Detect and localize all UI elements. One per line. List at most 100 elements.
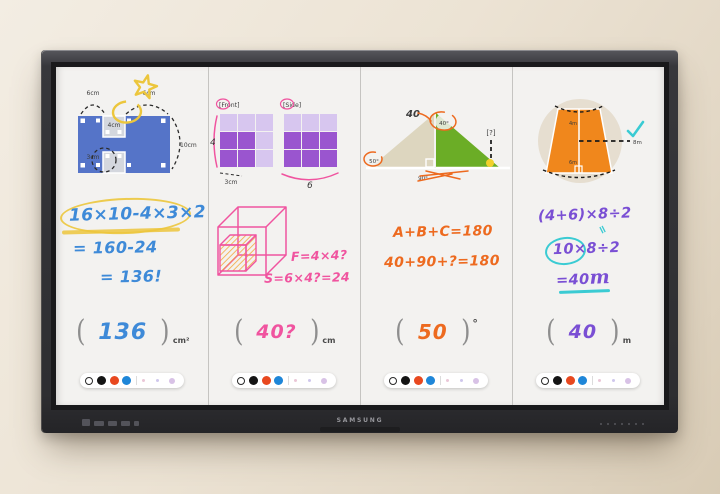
dashed-dimension-arcs (80, 104, 181, 173)
eraser-color-dot[interactable] (541, 376, 549, 385)
lavender-color-dot[interactable] (307, 379, 311, 382)
open-paren: ( (75, 314, 86, 349)
panel-divider (512, 67, 513, 405)
dim-label: 3cm (225, 179, 238, 186)
dim-label: 3cm (87, 154, 100, 161)
open-paren: ( (233, 314, 244, 349)
lavender-color-dot[interactable] (459, 379, 463, 382)
pink-color-dot[interactable] (597, 379, 601, 382)
red-color-dot[interactable] (565, 376, 575, 385)
cube-sketch (217, 206, 287, 276)
dim-label: 4m (569, 121, 577, 127)
port-icon (108, 421, 117, 426)
orange-doodles (363, 111, 469, 182)
pen-color-toolbar (80, 373, 184, 388)
answer-value: 50 (417, 320, 448, 344)
black-color-dot[interactable] (553, 376, 562, 385)
pink-color-dot[interactable] (293, 379, 297, 382)
pink-color-dot[interactable] (445, 379, 449, 382)
left-angle-label: 50° (369, 159, 379, 165)
eraser-color-dot[interactable] (389, 376, 397, 385)
panel-divider (208, 67, 209, 405)
height-unknown-label: [?] (486, 129, 495, 137)
answer-slot[interactable]: ( 40? ) cm (208, 313, 360, 351)
inner-hatched-cube (219, 234, 257, 272)
side-grid (284, 114, 337, 167)
yellow-dot (486, 159, 494, 167)
bezel-button[interactable] (627, 422, 630, 425)
bezel-button[interactable] (599, 422, 602, 425)
panel-angle-problem: 40° 50° 90° 40 [?] A+B+C=180 (360, 67, 512, 405)
close-paren: ) (160, 314, 170, 349)
pink-color-dot[interactable] (141, 379, 145, 382)
trapezoid-figure: 4m 6m 8m (538, 99, 645, 183)
red-color-dot[interactable] (413, 376, 423, 385)
open-paren: ( (546, 314, 556, 349)
handwritten-work-line: = 160-24 (72, 237, 158, 258)
purple-color-dot[interactable] (320, 377, 327, 384)
red-color-dot[interactable] (261, 376, 271, 385)
answer-value: 136 (98, 319, 148, 345)
answer-slot[interactable]: ( 40 ) m (512, 313, 664, 351)
grid-figure: [Front] [Side] (210, 98, 339, 191)
base-angle-label: 90° (418, 176, 428, 182)
answer-unit: ° (472, 317, 478, 330)
dim-label: 6cm (87, 90, 100, 97)
panel-divider (360, 67, 361, 405)
answer-slot[interactable]: ( 136 ) cm² (56, 313, 208, 351)
bezel-button[interactable] (620, 422, 623, 425)
dim-label: 8m (633, 140, 642, 146)
bezel-button[interactable] (606, 422, 609, 425)
handwritten-work-line: 40+90+?=180 (383, 252, 501, 272)
panel-trapezoid-problem: 4m 6m 8m (4+6)×8÷2 = 10×8÷2 =40m ( 40 ) … (512, 67, 664, 405)
black-color-dot[interactable] (249, 376, 258, 385)
dashed-arcs (542, 105, 630, 179)
close-paren: ) (610, 314, 620, 349)
lavender-color-dot[interactable] (611, 379, 615, 382)
blue-color-dot[interactable] (122, 376, 131, 385)
handwritten-angle-note: 40 (405, 109, 420, 120)
dim-label: 10cm (180, 142, 197, 149)
answer-slot[interactable]: ( 50 ) ° (360, 313, 512, 351)
black-color-dot[interactable] (401, 376, 410, 385)
cyan-underline-doodle (558, 289, 611, 294)
handwritten-work-line: A+B+C=180 (392, 223, 493, 241)
left-label-bg (367, 153, 381, 167)
result-text: =40 (555, 271, 590, 289)
triangle-figure: 40° 50° 90° 40 [?] (363, 109, 510, 182)
blue-color-dot[interactable] (578, 376, 587, 385)
panel-area-problem: 6cm 6cm 4cm 10cm 3cm 16×10-4×3×2 = 160-2… (56, 67, 208, 405)
blue-color-dot[interactable] (274, 376, 283, 385)
bezel-button[interactable] (641, 422, 644, 425)
port-icon (134, 421, 139, 426)
port-icons (82, 419, 139, 426)
dim-label: 4 (210, 138, 216, 148)
red-color-dot[interactable] (109, 376, 119, 385)
toolbar-divider (287, 376, 289, 385)
apex-angle-label: 40° (439, 121, 449, 127)
dim-label: 6m (569, 160, 577, 166)
corner-markers (80, 118, 166, 168)
blue-color-dot[interactable] (426, 376, 435, 385)
lavender-color-dot[interactable] (155, 379, 159, 382)
purple-color-dot[interactable] (168, 377, 175, 384)
eraser-color-dot[interactable] (85, 376, 93, 385)
pink-dimension-curves (213, 115, 339, 181)
bezel-button[interactable] (634, 422, 637, 425)
handwritten-work-line: =40m (556, 266, 611, 290)
dim-arrow (219, 172, 243, 177)
toolbar-divider (591, 376, 593, 385)
dim-label: 4cm (108, 122, 121, 129)
purple-color-dot[interactable] (472, 377, 479, 384)
bezel-button[interactable] (613, 422, 616, 425)
handwritten-work-line: F=4×4? (290, 247, 348, 264)
eraser-color-dot[interactable] (237, 376, 245, 385)
right-angle-marker (425, 158, 435, 168)
star-doodle-icon (111, 74, 159, 124)
purple-color-dot[interactable] (624, 377, 631, 384)
black-color-dot[interactable] (97, 376, 106, 385)
panel-volume-problem: [Front] [Side] (208, 67, 360, 405)
pen-color-toolbar (232, 373, 336, 388)
samsung-interactive-display: 6cm 6cm 4cm 10cm 3cm 16×10-4×3×2 = 160-2… (42, 50, 678, 433)
apex-label-bg (435, 113, 453, 131)
